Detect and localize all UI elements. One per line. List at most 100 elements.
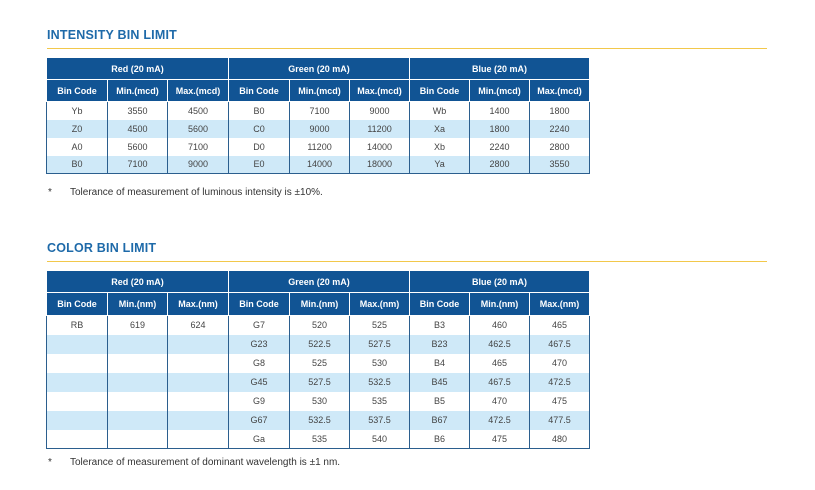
table-cell: [107, 334, 168, 354]
table-cell: 472.5: [529, 372, 591, 392]
table-cell: 4500: [166, 101, 230, 120]
intensity-group-header-row: Red (20 mA) Green (20 mA) Blue (20 mA): [45, 57, 591, 80]
table-row: RB 619 624 G7 520 525 B3 460 465: [46, 315, 591, 335]
table-cell: 475: [529, 391, 591, 411]
table-cell: D0: [228, 137, 291, 156]
table-cell: 527.5: [349, 334, 411, 354]
color-group-blue: Blue (20 mA): [409, 270, 591, 293]
table-cell: 2800: [469, 155, 531, 174]
table-cell: 7100: [166, 137, 230, 156]
table-cell: 532.5: [289, 410, 351, 430]
intensity-col-header: Max.(mcd): [166, 79, 230, 102]
intensity-group-green: Green (20 mA): [228, 57, 411, 80]
table-cell: 11200: [289, 137, 351, 156]
table-cell: Xb: [409, 137, 471, 156]
intensity-col-header: Max.(mcd): [529, 79, 591, 102]
table-cell: 537.5: [349, 410, 411, 430]
color-col-header: Max.(nm): [166, 292, 230, 316]
table-cell: [166, 429, 230, 449]
table-cell: 462.5: [469, 334, 531, 354]
table-cell: 527.5: [289, 372, 351, 392]
table-cell: [166, 334, 230, 354]
table-cell: [46, 410, 108, 430]
color-bin-table: Red (20 mA) Green (20 mA) Blue (20 mA) B…: [45, 270, 591, 449]
table-cell: 619: [107, 315, 168, 335]
table-row: Yb 3550 4500 B0 7100 9000 Wb 1400 1800: [46, 101, 591, 120]
table-cell: C0: [228, 119, 291, 138]
intensity-column-header-row: Bin Code Min.(mcd) Max.(mcd) Bin Code Mi…: [46, 79, 591, 102]
intensity-section-title: INTENSITY BIN LIMIT: [47, 28, 177, 42]
intensity-table-body: Yb 3550 4500 B0 7100 9000 Wb 1400 1800 Z0 4500 5600…: [46, 101, 591, 174]
color-col-header: Min.(nm): [289, 292, 351, 316]
table-cell: 14000: [349, 137, 411, 156]
table-cell: 532.5: [349, 372, 411, 392]
color-group-red: Red (20 mA): [45, 270, 230, 293]
intensity-col-header: Bin Code: [228, 79, 291, 102]
table-row: Ga 535 540 B6 475 480: [46, 429, 591, 449]
intensity-col-header: Min.(mcd): [469, 79, 531, 102]
table-cell: 2800: [529, 137, 591, 156]
table-cell: 520: [289, 315, 351, 335]
intensity-bin-table: Red (20 mA) Green (20 mA) Blue (20 mA) B…: [45, 57, 591, 174]
table-cell: 14000: [289, 155, 351, 174]
table-cell: 470: [469, 391, 531, 411]
table-cell: 477.5: [529, 410, 591, 430]
color-tolerance-note: * Tolerance of measurement of dominant wa…: [48, 457, 340, 468]
table-cell: [166, 410, 230, 430]
table-cell: 3550: [107, 101, 168, 120]
table-cell: 470: [529, 353, 591, 373]
table-cell: 9000: [289, 119, 351, 138]
color-col-header: Bin Code: [409, 292, 471, 316]
color-section-title: COLOR BIN LIMIT: [47, 241, 157, 255]
table-cell: 4500: [107, 119, 168, 138]
table-cell: B3: [409, 315, 471, 335]
table-cell: 2240: [529, 119, 591, 138]
table-cell: 5600: [166, 119, 230, 138]
table-row: G23 522.5 527.5 B23 462.5 467.5: [46, 334, 591, 354]
table-cell: B0: [46, 155, 108, 174]
table-cell: 1800: [529, 101, 591, 120]
table-cell: 460: [469, 315, 531, 335]
intensity-col-header: Bin Code: [46, 79, 108, 102]
table-cell: 624: [166, 315, 230, 335]
table-cell: 480: [529, 429, 591, 449]
table-cell: 7100: [107, 155, 168, 174]
table-cell: B5: [409, 391, 471, 411]
table-cell: 540: [349, 429, 411, 449]
table-cell: B67: [409, 410, 471, 430]
color-col-header: Max.(nm): [529, 292, 591, 316]
intensity-tolerance-note: * Tolerance of measurement of luminous in…: [48, 187, 323, 198]
table-row: G45 527.5 532.5 B45 467.5 472.5: [46, 372, 591, 392]
color-group-header-row: Red (20 mA) Green (20 mA) Blue (20 mA): [45, 270, 591, 293]
table-cell: 535: [289, 429, 351, 449]
table-cell: G7: [228, 315, 291, 335]
table-cell: [46, 334, 108, 354]
table-cell: 18000: [349, 155, 411, 174]
table-cell: [46, 372, 108, 392]
intensity-col-header: Max.(mcd): [349, 79, 411, 102]
table-cell: 9000: [349, 101, 411, 120]
color-title-rule: [47, 261, 767, 262]
table-cell: 7100: [289, 101, 351, 120]
table-cell: [107, 429, 168, 449]
table-cell: [107, 391, 168, 411]
table-cell: [46, 391, 108, 411]
intensity-col-header: Bin Code: [409, 79, 471, 102]
table-cell: 522.5: [289, 334, 351, 354]
table-row: A0 5600 7100 D0 11200 14000 Xb 2240 2800: [46, 137, 591, 156]
table-cell: [46, 429, 108, 449]
table-cell: B4: [409, 353, 471, 373]
intensity-col-header: Min.(mcd): [107, 79, 168, 102]
color-col-header: Bin Code: [46, 292, 108, 316]
table-cell: G67: [228, 410, 291, 430]
color-table-body: RB 619 624 G7 520 525 B3 460 465 G23 522.5 527.5 B23…: [46, 315, 591, 449]
table-cell: 1800: [469, 119, 531, 138]
table-cell: 525: [349, 315, 411, 335]
table-row: G9 530 535 B5 470 475: [46, 391, 591, 411]
table-cell: Z0: [46, 119, 108, 138]
table-cell: 11200: [349, 119, 411, 138]
table-cell: 472.5: [469, 410, 531, 430]
table-row: B0 7100 9000 E0 14000 18000 Ya 2800 3550: [46, 155, 591, 174]
table-row: Z0 4500 5600 C0 9000 11200 Xa 1800 2240: [46, 119, 591, 138]
table-cell: 9000: [166, 155, 230, 174]
